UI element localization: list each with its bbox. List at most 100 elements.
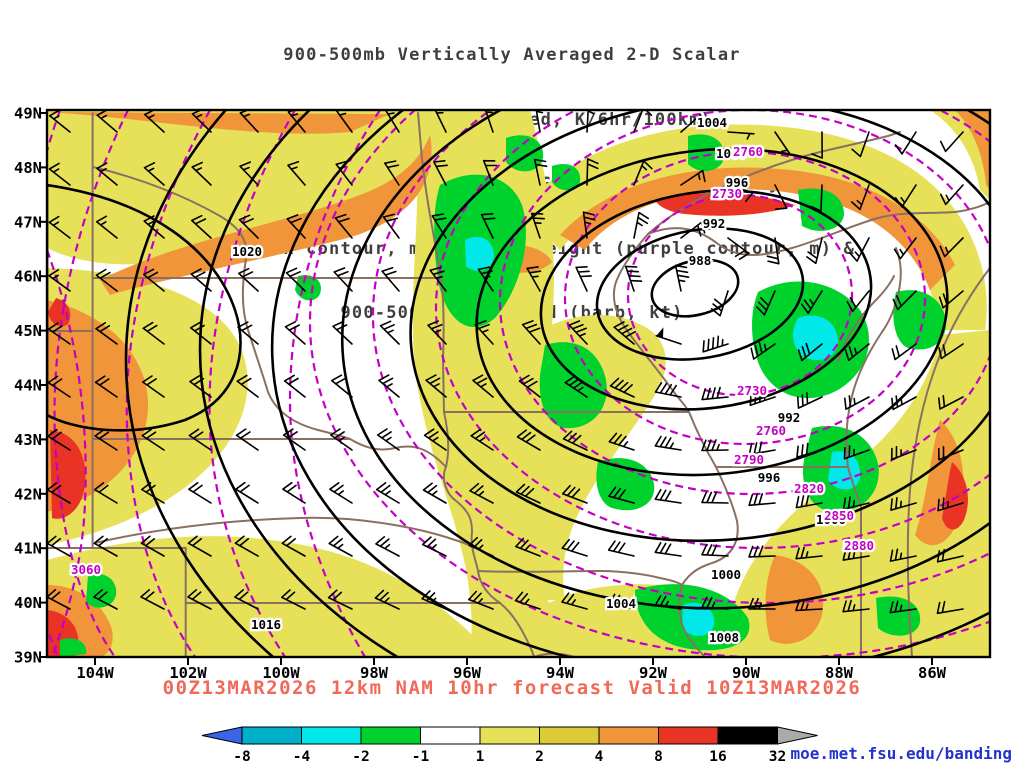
wind-barb bbox=[613, 321, 637, 345]
wind-barb bbox=[561, 484, 588, 504]
colorbar-segment bbox=[479, 726, 540, 745]
wind-barb bbox=[702, 335, 729, 353]
colorbar-segment bbox=[301, 726, 362, 745]
wind-barb bbox=[379, 320, 400, 345]
wind-barb bbox=[96, 162, 118, 186]
wind-barb bbox=[748, 597, 776, 610]
wind-barb bbox=[938, 446, 964, 461]
wind-barb bbox=[940, 184, 964, 206]
path-shape bbox=[60, 638, 87, 657]
path-shape bbox=[837, 275, 895, 363]
wind-barb bbox=[142, 321, 165, 345]
wind-barb bbox=[800, 290, 823, 314]
height-contour-label: 2820 bbox=[794, 481, 824, 496]
lon-axis-label: 90W bbox=[732, 664, 761, 682]
mslp-contour-label: 1000 bbox=[711, 567, 741, 582]
wind-barb bbox=[844, 395, 870, 410]
lon-axis-label: 96W bbox=[453, 664, 482, 682]
mslp-contour-label: 996 bbox=[726, 175, 749, 190]
wind-barb bbox=[842, 496, 870, 510]
lon-axis-label: 88W bbox=[825, 664, 854, 682]
lon-axis-label: 100W bbox=[262, 664, 300, 682]
wind-barb bbox=[472, 374, 494, 398]
wind-barb bbox=[521, 320, 541, 345]
wind-barb bbox=[891, 395, 917, 411]
wind-barb bbox=[141, 482, 165, 504]
wind-barb bbox=[727, 131, 755, 140]
wind-barb bbox=[526, 266, 542, 292]
wind-barb bbox=[47, 428, 71, 451]
wind-barb bbox=[654, 595, 682, 610]
path-shape bbox=[845, 247, 902, 468]
path-shape bbox=[955, 110, 990, 190]
wind-barb bbox=[937, 497, 964, 512]
map-frame bbox=[45, 108, 992, 659]
wind-barb bbox=[378, 374, 400, 398]
path-shape bbox=[47, 249, 87, 657]
wind-barb bbox=[774, 184, 788, 210]
wind-barb bbox=[480, 213, 496, 239]
wind-barb bbox=[425, 374, 447, 398]
wind-barb bbox=[811, 131, 823, 159]
wind-barb bbox=[806, 237, 823, 265]
height-contour-label: 2850 bbox=[824, 508, 854, 523]
ellipse-shape bbox=[409, 110, 990, 543]
colorbar-value-label: 32 bbox=[769, 749, 786, 765]
wind-barb bbox=[381, 266, 400, 292]
colorbar-right-arrow bbox=[777, 726, 818, 745]
wind-barb bbox=[518, 374, 541, 398]
wind-barb bbox=[846, 290, 870, 313]
colorbar-value-label: 2 bbox=[535, 749, 544, 765]
colorbar-value-label: -4 bbox=[293, 749, 311, 765]
wind-barb bbox=[889, 600, 917, 614]
wind-barb bbox=[334, 213, 353, 239]
contour-labels: 1004 1000 996 992 988 1020 992 996 1000 1000 1004 1… bbox=[69, 113, 877, 648]
path-shape bbox=[655, 192, 795, 216]
wind-barb bbox=[516, 429, 541, 451]
wind-barb bbox=[143, 268, 165, 292]
ellipse-shape bbox=[340, 110, 990, 610]
wind-barb bbox=[515, 537, 541, 557]
path-shape bbox=[47, 112, 390, 134]
path-shape bbox=[92, 166, 351, 440]
wind-barb bbox=[655, 335, 682, 345]
wind-barb bbox=[287, 160, 306, 186]
wind-barb bbox=[608, 432, 635, 451]
credit-url[interactable]: moe.met.fsu.edu/banding bbox=[790, 744, 1012, 763]
colorbar-value-label: 16 bbox=[709, 749, 726, 765]
wind-barb bbox=[190, 268, 212, 292]
wind-barb bbox=[936, 549, 964, 563]
wind-barb bbox=[47, 589, 71, 610]
wind-barb bbox=[95, 268, 118, 292]
wind-barb bbox=[701, 386, 729, 401]
mslp-contour-label: 1008 bbox=[709, 630, 739, 645]
path-shape bbox=[793, 315, 838, 361]
path-shape bbox=[682, 602, 715, 636]
wind-barb bbox=[701, 491, 729, 504]
lat-axis-label: 42N bbox=[14, 485, 42, 503]
wind-barb bbox=[795, 546, 823, 560]
wind-barb bbox=[47, 375, 71, 398]
lat-axis-label: 41N bbox=[14, 540, 42, 558]
wind-barb bbox=[938, 395, 964, 410]
wind-barb bbox=[238, 267, 259, 292]
mslp-contour-label: 1000 bbox=[816, 512, 846, 527]
wind-barb bbox=[575, 266, 592, 292]
wind-barb bbox=[795, 494, 823, 509]
wind-barb bbox=[680, 114, 705, 133]
wind-barb bbox=[680, 169, 706, 186]
title-line-1: 900-500mb Vertically Averaged 2-D Scalar bbox=[283, 45, 741, 65]
wind-barb bbox=[421, 536, 447, 557]
wind-barb bbox=[568, 320, 588, 345]
wind-barb bbox=[384, 160, 400, 186]
wind-barb bbox=[188, 482, 212, 504]
wind-barb bbox=[849, 237, 870, 262]
ellipse-shape bbox=[539, 189, 873, 411]
wind-barb bbox=[564, 375, 588, 398]
wind-barb bbox=[608, 486, 635, 504]
wind-barb bbox=[533, 158, 548, 186]
height-contour-label: 3060 bbox=[71, 562, 101, 577]
mslp-contour-label: 996 bbox=[758, 470, 781, 485]
wind-barb bbox=[237, 321, 259, 345]
